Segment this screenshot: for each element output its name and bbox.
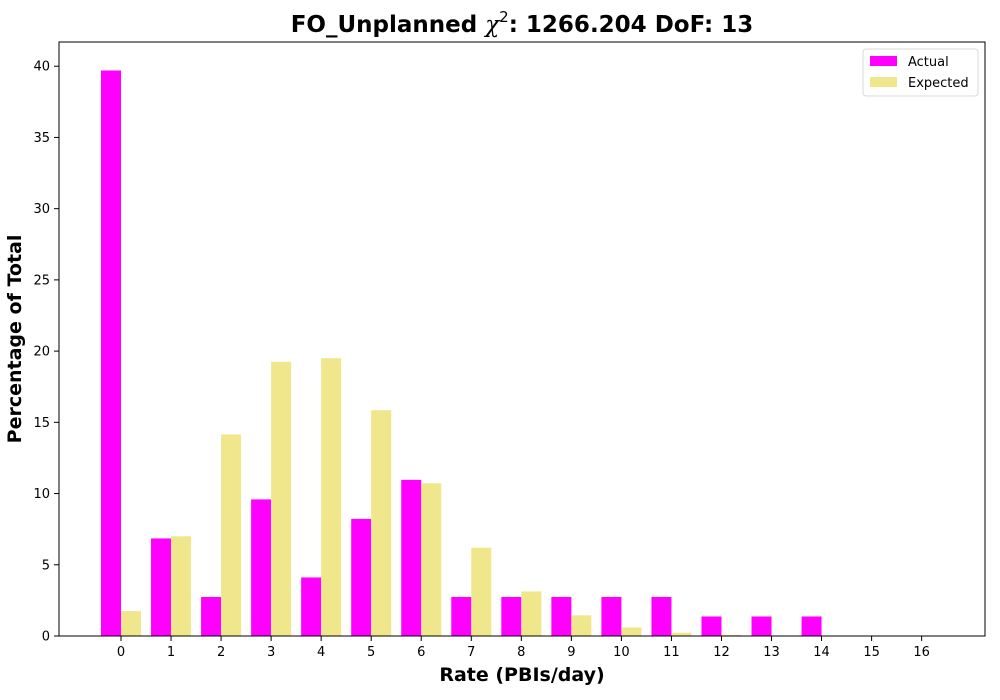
y-ticks: 0 5 10 15 20 25 30 35 40 xyxy=(33,60,59,645)
bar-actual-2 xyxy=(201,596,222,636)
x-tick-label-8: 8 xyxy=(517,645,525,660)
y-tick-label-10: 10 xyxy=(33,487,50,502)
bar-expected-12 xyxy=(721,634,742,636)
bar-actual-10 xyxy=(601,596,622,636)
bar-actual-5 xyxy=(351,518,372,636)
y-tick-label-40: 40 xyxy=(33,60,50,75)
legend-swatch-actual xyxy=(870,56,897,66)
bar-expected-9 xyxy=(571,615,592,636)
x-tick-label-15: 15 xyxy=(863,645,880,660)
x-tick-label-2: 2 xyxy=(217,645,225,660)
bar-expected-1 xyxy=(171,536,192,636)
bar-actual-13 xyxy=(751,616,772,636)
bar-expected-7 xyxy=(471,547,492,636)
x-tick-label-0: 0 xyxy=(117,645,125,660)
bar-expected-8 xyxy=(521,591,542,636)
x-tick-label-14: 14 xyxy=(813,645,830,660)
legend-label-actual: Actual xyxy=(908,55,949,70)
bar-actual-11 xyxy=(651,596,672,636)
x-tick-label-3: 3 xyxy=(267,645,275,660)
bar-expected-4 xyxy=(321,358,342,636)
y-tick-label-5: 5 xyxy=(42,558,50,573)
chart-title-suffix: : 1266.204 DoF: 13 xyxy=(509,12,754,38)
plot-frame xyxy=(58,41,986,637)
y-tick-label-15: 15 xyxy=(33,416,50,431)
bar-actual-7 xyxy=(451,596,472,636)
bar-actual-1 xyxy=(151,538,172,636)
chart-title-chi: χ xyxy=(483,12,501,38)
chart-title: FO_Unplanned χ2: 1266.204 DoF: 13 xyxy=(291,8,754,38)
bar-expected-0 xyxy=(121,611,141,636)
chart-title-chi-sup: 2 xyxy=(499,8,509,26)
y-tick-label-35: 35 xyxy=(33,131,50,146)
bars-group xyxy=(101,70,842,637)
bar-expected-11 xyxy=(671,632,692,636)
bar-actual-12 xyxy=(701,616,722,636)
y-tick-label-20: 20 xyxy=(33,345,50,360)
bar-expected-5 xyxy=(371,410,392,636)
y-tick-label-30: 30 xyxy=(33,202,50,217)
legend-label-expected: Expected xyxy=(908,76,969,91)
bar-actual-6 xyxy=(401,479,422,636)
bar-actual-9 xyxy=(551,596,572,636)
bar-expected-6 xyxy=(421,483,442,636)
legend: Actual Expected xyxy=(862,48,979,97)
bar-actual-4 xyxy=(301,577,322,636)
bar-expected-2 xyxy=(221,434,242,636)
bar-actual-8 xyxy=(501,596,522,636)
bar-expected-3 xyxy=(271,361,292,636)
x-ticks: 0 1 2 3 4 5 6 7 8 9 10 11 12 13 14 15 16 xyxy=(117,636,930,660)
x-tick-label-11: 11 xyxy=(663,645,680,660)
bar-actual-3 xyxy=(251,499,272,636)
x-tick-label-13: 13 xyxy=(763,645,780,660)
x-tick-label-4: 4 xyxy=(317,645,325,660)
y-axis-label: Percentage of Total xyxy=(4,235,26,444)
x-tick-label-6: 6 xyxy=(417,645,425,660)
x-tick-label-7: 7 xyxy=(467,645,475,660)
x-axis-label: Rate (PBIs/day) xyxy=(439,664,604,686)
x-tick-label-5: 5 xyxy=(367,645,375,660)
bar-actual-0 xyxy=(101,70,121,637)
x-tick-label-10: 10 xyxy=(613,645,630,660)
bar-actual-14 xyxy=(801,616,822,636)
y-tick-label-25: 25 xyxy=(33,273,50,288)
x-tick-label-1: 1 xyxy=(167,645,175,660)
bar-expected-10 xyxy=(621,627,642,636)
x-tick-label-16: 16 xyxy=(913,645,930,660)
chart-title-prefix: FO_Unplanned xyxy=(291,12,486,38)
x-tick-label-12: 12 xyxy=(713,645,730,660)
y-tick-label-0: 0 xyxy=(42,630,50,645)
x-tick-label-9: 9 xyxy=(567,645,575,660)
legend-swatch-expected xyxy=(870,77,897,87)
